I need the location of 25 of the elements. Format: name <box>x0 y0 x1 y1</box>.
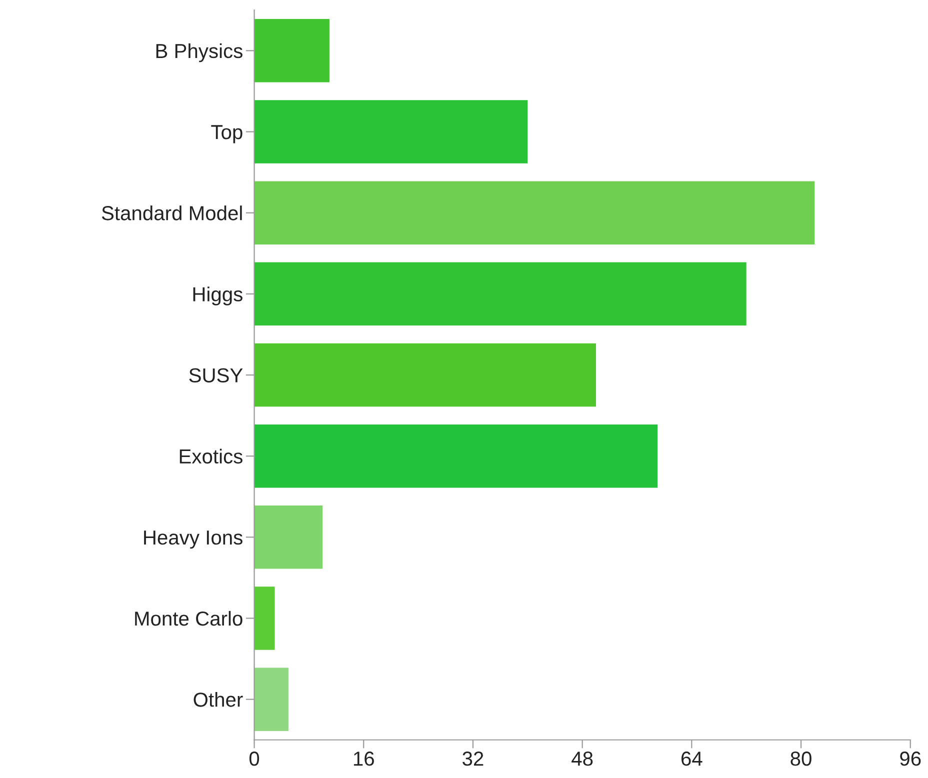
bar <box>254 424 658 488</box>
bar <box>254 19 330 82</box>
y-tick-label: Exotics <box>180 448 242 464</box>
y-tick-label: SUSY <box>189 368 243 382</box>
bar <box>254 181 815 244</box>
y-tick-label: Higgs <box>193 286 242 306</box>
bar <box>254 668 288 731</box>
bar <box>254 343 596 407</box>
x-tick-label: 48 <box>572 752 593 766</box>
bar <box>254 506 323 569</box>
bar <box>254 586 275 650</box>
y-tick-label: Top <box>211 125 242 144</box>
y-tick-label: Standard Model <box>102 206 242 220</box>
x-tick-label: 32 <box>462 752 484 766</box>
bar <box>254 262 746 326</box>
x-tick-label: 16 <box>354 752 374 766</box>
y-tick-label: Heavy Ions <box>144 530 242 549</box>
x-tick-label: 0 <box>249 752 260 766</box>
y-tick-label: Monte Carlo <box>135 610 242 626</box>
x-tick-label: 64 <box>681 752 702 766</box>
y-tick-label: B Physics <box>156 43 242 62</box>
y-tick-label: Other <box>194 692 243 707</box>
x-tick-label: 96 <box>900 752 921 766</box>
bar <box>254 100 528 164</box>
x-tick-label: 80 <box>790 752 812 766</box>
